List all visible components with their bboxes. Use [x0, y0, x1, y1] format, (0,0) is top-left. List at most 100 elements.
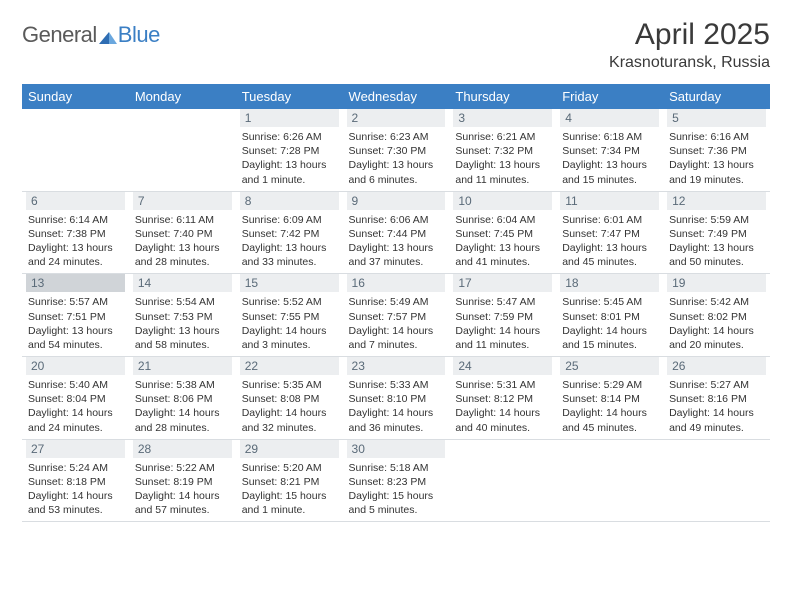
sunrise-line: Sunrise: 5:38 AM	[135, 378, 230, 392]
day-number: 7	[133, 192, 232, 210]
day-info: Sunrise: 6:18 AMSunset: 7:34 PMDaylight:…	[560, 130, 659, 187]
sunrise-line: Sunrise: 6:11 AM	[135, 213, 230, 227]
day-info: Sunrise: 5:27 AMSunset: 8:16 PMDaylight:…	[667, 378, 766, 435]
sunrise-line: Sunrise: 5:47 AM	[455, 295, 550, 309]
sunset-line: Sunset: 7:36 PM	[669, 144, 764, 158]
logo-text: GeneralBlue	[22, 22, 160, 50]
day-number: 27	[26, 440, 125, 458]
sunrise-line: Sunrise: 5:59 AM	[669, 213, 764, 227]
daylight-line: Daylight: 13 hours and 41 minutes.	[455, 241, 550, 269]
calendar-day-cell: 5Sunrise: 6:16 AMSunset: 7:36 PMDaylight…	[663, 109, 770, 191]
day-info: Sunrise: 5:40 AMSunset: 8:04 PMDaylight:…	[26, 378, 125, 435]
day-number: 17	[453, 274, 552, 292]
calendar-empty-cell	[449, 439, 556, 522]
calendar-empty-cell	[663, 439, 770, 522]
calendar-day-cell: 25Sunrise: 5:29 AMSunset: 8:14 PMDayligh…	[556, 357, 663, 440]
calendar-day-cell: 18Sunrise: 5:45 AMSunset: 8:01 PMDayligh…	[556, 274, 663, 357]
calendar-day-cell: 11Sunrise: 6:01 AMSunset: 7:47 PMDayligh…	[556, 191, 663, 274]
day-number: 15	[240, 274, 339, 292]
sunrise-line: Sunrise: 6:21 AM	[455, 130, 550, 144]
day-info: Sunrise: 6:21 AMSunset: 7:32 PMDaylight:…	[453, 130, 552, 187]
weekday-header: Friday	[556, 84, 663, 109]
day-info: Sunrise: 5:18 AMSunset: 8:23 PMDaylight:…	[347, 461, 446, 518]
calendar-day-cell: 2 Sunrise: 6:23 AMSunset: 7:30 PMDaylight…	[343, 109, 450, 191]
calendar-day-cell: 7 Sunrise: 6:11 AMSunset: 7:40 PMDaylight…	[129, 191, 236, 274]
calendar-day-cell: 23 Sunrise: 5:33 AMSunset: 8:10 PMDayligh…	[343, 357, 450, 440]
day-info: Sunrise: 5:20 AMSunset: 8:21 PMDaylight:…	[240, 461, 339, 518]
sunrise-line: Sunrise: 6:04 AM	[455, 213, 550, 227]
daylight-line: Daylight: 13 hours and 58 minutes.	[135, 324, 230, 352]
title-block: April 2025 Krasnoturansk, Russia	[609, 18, 770, 72]
weekday-header: Wednesday	[343, 84, 450, 109]
day-info: Sunrise: 5:29 AMSunset: 8:14 PMDaylight:…	[560, 378, 659, 435]
calendar-empty-cell	[22, 109, 129, 191]
sunset-line: Sunset: 7:40 PM	[135, 227, 230, 241]
daylight-line: Daylight: 13 hours and 45 minutes.	[562, 241, 657, 269]
day-info: Sunrise: 6:14 AMSunset: 7:38 PMDaylight:…	[26, 213, 125, 270]
sunset-line: Sunset: 8:02 PM	[669, 310, 764, 324]
day-number: 10	[453, 192, 552, 210]
day-number: 16	[347, 274, 446, 292]
weekday-header: Tuesday	[236, 84, 343, 109]
day-number: 18	[560, 274, 659, 292]
day-info: Sunrise: 5:33 AMSunset: 8:10 PMDaylight:…	[347, 378, 446, 435]
calendar-day-cell: 30Sunrise: 5:18 AMSunset: 8:23 PMDayligh…	[343, 439, 450, 522]
sunrise-line: Sunrise: 5:31 AM	[455, 378, 550, 392]
daylight-line: Daylight: 13 hours and 1 minute.	[242, 158, 337, 186]
calendar-empty-cell	[556, 439, 663, 522]
calendar-day-cell: 9Sunrise: 6:06 AMSunset: 7:44 PMDaylight…	[343, 191, 450, 274]
sunset-line: Sunset: 8:10 PM	[349, 392, 444, 406]
day-number: 23	[347, 357, 446, 375]
day-info: Sunrise: 5:31 AMSunset: 8:12 PMDaylight:…	[453, 378, 552, 435]
day-info: Sunrise: 6:23 AMSunset: 7:30 PMDaylight:…	[347, 130, 446, 187]
sunrise-line: Sunrise: 5:29 AM	[562, 378, 657, 392]
sunrise-line: Sunrise: 5:40 AM	[28, 378, 123, 392]
day-info: Sunrise: 5:59 AMSunset: 7:49 PMDaylight:…	[667, 213, 766, 270]
calendar-week-row: 6Sunrise: 6:14 AMSunset: 7:38 PMDaylight…	[22, 191, 770, 274]
daylight-line: Daylight: 13 hours and 50 minutes.	[669, 241, 764, 269]
daylight-line: Daylight: 14 hours and 36 minutes.	[349, 406, 444, 434]
daylight-line: Daylight: 13 hours and 19 minutes.	[669, 158, 764, 186]
sunset-line: Sunset: 7:38 PM	[28, 227, 123, 241]
sunset-line: Sunset: 8:18 PM	[28, 475, 123, 489]
calendar-day-cell: 10 Sunrise: 6:04 AMSunset: 7:45 PMDayligh…	[449, 191, 556, 274]
daylight-line: Daylight: 13 hours and 6 minutes.	[349, 158, 444, 186]
daylight-line: Daylight: 14 hours and 53 minutes.	[28, 489, 123, 517]
weekday-header: Monday	[129, 84, 236, 109]
sunset-line: Sunset: 7:53 PM	[135, 310, 230, 324]
sunset-line: Sunset: 7:51 PM	[28, 310, 123, 324]
sunrise-line: Sunrise: 5:57 AM	[28, 295, 123, 309]
day-info: Sunrise: 6:09 AMSunset: 7:42 PMDaylight:…	[240, 213, 339, 270]
sunset-line: Sunset: 8:06 PM	[135, 392, 230, 406]
logo-shape-icon	[99, 24, 117, 50]
sunset-line: Sunset: 7:45 PM	[455, 227, 550, 241]
calendar-day-cell: 16 Sunrise: 5:49 AMSunset: 7:57 PMDayligh…	[343, 274, 450, 357]
sunrise-line: Sunrise: 5:54 AM	[135, 295, 230, 309]
location-label: Krasnoturansk, Russia	[609, 54, 770, 72]
sunset-line: Sunset: 8:04 PM	[28, 392, 123, 406]
calendar-day-cell: 4Sunrise: 6:18 AMSunset: 7:34 PMDaylight…	[556, 109, 663, 191]
daylight-line: Daylight: 13 hours and 33 minutes.	[242, 241, 337, 269]
sunset-line: Sunset: 7:34 PM	[562, 144, 657, 158]
calendar-day-cell: 14Sunrise: 5:54 AMSunset: 7:53 PMDayligh…	[129, 274, 236, 357]
daylight-line: Daylight: 15 hours and 5 minutes.	[349, 489, 444, 517]
page-title: April 2025	[609, 18, 770, 52]
calendar-day-cell: 26Sunrise: 5:27 AMSunset: 8:16 PMDayligh…	[663, 357, 770, 440]
day-info: Sunrise: 5:49 AMSunset: 7:57 PMDaylight:…	[347, 295, 446, 352]
calendar-table: SundayMondayTuesdayWednesdayThursdayFrid…	[22, 84, 770, 522]
sunset-line: Sunset: 8:19 PM	[135, 475, 230, 489]
logo: GeneralBlue	[22, 22, 160, 50]
sunrise-line: Sunrise: 6:16 AM	[669, 130, 764, 144]
day-info: Sunrise: 6:11 AMSunset: 7:40 PMDaylight:…	[133, 213, 232, 270]
day-info: Sunrise: 5:35 AMSunset: 8:08 PMDaylight:…	[240, 378, 339, 435]
weekday-header: Thursday	[449, 84, 556, 109]
day-number: 2	[347, 109, 446, 127]
daylight-line: Daylight: 14 hours and 28 minutes.	[135, 406, 230, 434]
daylight-line: Daylight: 13 hours and 54 minutes.	[28, 324, 123, 352]
sunrise-line: Sunrise: 5:22 AM	[135, 461, 230, 475]
day-number: 19	[667, 274, 766, 292]
sunrise-line: Sunrise: 6:14 AM	[28, 213, 123, 227]
sunset-line: Sunset: 8:12 PM	[455, 392, 550, 406]
day-info: Sunrise: 5:22 AMSunset: 8:19 PMDaylight:…	[133, 461, 232, 518]
calendar-week-row: 20Sunrise: 5:40 AMSunset: 8:04 PMDayligh…	[22, 357, 770, 440]
